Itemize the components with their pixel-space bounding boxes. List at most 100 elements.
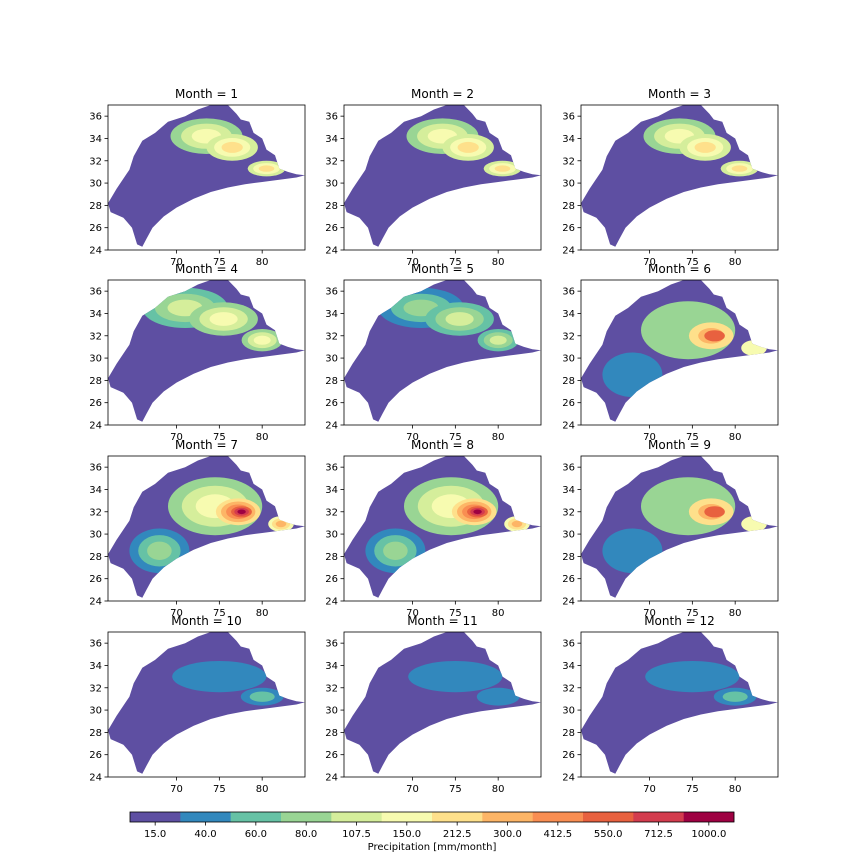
contour-level bbox=[645, 661, 740, 693]
y-tick-label: 26 bbox=[562, 750, 575, 761]
axes-frame bbox=[580, 279, 779, 426]
y-tick-label: 24 bbox=[562, 597, 575, 608]
x-tick-label: 80 bbox=[256, 784, 269, 795]
x-tick-label: 75 bbox=[213, 608, 226, 619]
contour-level bbox=[494, 165, 511, 172]
contour-level bbox=[209, 312, 238, 326]
axes-frame bbox=[107, 279, 306, 426]
y-tick-label: 28 bbox=[325, 728, 338, 739]
x-tick-label: 80 bbox=[492, 432, 505, 443]
map-panel: 70 75 80 24 26 28 30 32 34 36 Month = 12 bbox=[562, 614, 779, 795]
y-tick-label: 36 bbox=[325, 639, 338, 650]
y-tick-label: 36 bbox=[562, 639, 575, 650]
region-base-fill bbox=[344, 105, 541, 247]
y-tick-label: 32 bbox=[562, 156, 575, 167]
y-tick-label: 26 bbox=[325, 750, 338, 761]
x-tick-label: 80 bbox=[256, 608, 269, 619]
colorbar-swatch bbox=[583, 812, 634, 822]
colorbar-swatch bbox=[633, 812, 684, 822]
colorbar-tick-label: 300.0 bbox=[493, 829, 522, 840]
y-tick-label: 26 bbox=[325, 223, 338, 234]
contour-level bbox=[476, 687, 520, 706]
panel-title: Month = 12 bbox=[644, 614, 715, 628]
panel-title: Month = 5 bbox=[411, 262, 474, 276]
colorbar-tick-label: 212.5 bbox=[443, 829, 472, 840]
y-tick-label: 32 bbox=[562, 683, 575, 694]
map-panel: 70 75 80 24 26 28 30 32 34 36 Month = 11 bbox=[325, 614, 542, 795]
x-tick-label: 70 bbox=[643, 784, 656, 795]
y-tick-label: 24 bbox=[325, 246, 338, 257]
colorbar-tick-label: 412.5 bbox=[544, 829, 573, 840]
contour-level bbox=[602, 352, 663, 398]
precip-contours bbox=[406, 118, 522, 177]
contour-level bbox=[511, 520, 523, 528]
x-tick-label: 80 bbox=[729, 608, 742, 619]
y-tick-label: 36 bbox=[89, 112, 102, 123]
x-tick-label: 70 bbox=[170, 784, 183, 795]
axes-frame bbox=[343, 279, 542, 426]
x-tick-label: 70 bbox=[170, 432, 183, 443]
x-tick-label: 75 bbox=[686, 432, 699, 443]
y-tick-label: 32 bbox=[325, 507, 338, 518]
x-tick-label: 75 bbox=[686, 257, 699, 268]
contour-level bbox=[741, 516, 767, 532]
panel-title: Month = 7 bbox=[175, 438, 238, 452]
y-tick-label: 34 bbox=[325, 485, 338, 496]
y-tick-label: 24 bbox=[325, 597, 338, 608]
x-tick-label: 75 bbox=[213, 432, 226, 443]
colorbar-swatch bbox=[281, 812, 332, 822]
y-tick-label: 28 bbox=[89, 728, 102, 739]
contour-level bbox=[221, 141, 243, 153]
y-tick-label: 24 bbox=[89, 246, 102, 257]
precip-contours bbox=[172, 661, 284, 706]
y-tick-label: 26 bbox=[325, 398, 338, 409]
colorbar-label: Precipitation [mm/month] bbox=[368, 842, 497, 853]
y-tick-label: 24 bbox=[89, 597, 102, 608]
y-tick-label: 28 bbox=[325, 552, 338, 563]
y-tick-label: 32 bbox=[325, 331, 338, 342]
x-tick-label: 75 bbox=[449, 784, 462, 795]
y-tick-label: 30 bbox=[89, 530, 102, 541]
y-tick-label: 34 bbox=[562, 661, 575, 672]
y-tick-label: 32 bbox=[325, 156, 338, 167]
region-base-fill bbox=[581, 105, 778, 247]
precip-contours bbox=[142, 287, 283, 352]
contour-level bbox=[731, 165, 748, 172]
y-tick-label: 30 bbox=[562, 179, 575, 190]
y-tick-label: 26 bbox=[89, 574, 102, 585]
panel-title: Month = 6 bbox=[648, 262, 711, 276]
precip-contours bbox=[643, 118, 759, 177]
contour-level bbox=[445, 312, 474, 326]
y-tick-label: 26 bbox=[325, 574, 338, 585]
contour-level bbox=[704, 330, 725, 342]
y-tick-label: 30 bbox=[325, 179, 338, 190]
y-tick-label: 32 bbox=[562, 507, 575, 518]
precip-contours bbox=[602, 477, 767, 574]
panel-title: Month = 4 bbox=[175, 262, 238, 276]
y-tick-label: 36 bbox=[89, 639, 102, 650]
axes-frame bbox=[580, 455, 779, 602]
x-tick-label: 80 bbox=[729, 432, 742, 443]
y-tick-label: 24 bbox=[562, 246, 575, 257]
y-tick-label: 36 bbox=[562, 112, 575, 123]
y-tick-label: 36 bbox=[325, 287, 338, 298]
x-tick-label: 70 bbox=[643, 257, 656, 268]
y-tick-label: 24 bbox=[325, 773, 338, 784]
colorbar: 15.0 40.0 60.0 80.0 107.5 150.0 212.5 300.0 412.… bbox=[129, 811, 735, 853]
colorbar-frame bbox=[129, 811, 735, 823]
precip-contours bbox=[645, 661, 757, 706]
contour-level bbox=[147, 541, 172, 560]
colorbar-swatch bbox=[180, 812, 231, 822]
map-panel: 70 75 80 24 26 28 30 32 34 36 Month = 10 bbox=[89, 614, 306, 795]
y-tick-label: 32 bbox=[89, 683, 102, 694]
axes-frame bbox=[343, 455, 542, 602]
contour-level bbox=[249, 691, 275, 702]
x-tick-label: 70 bbox=[170, 608, 183, 619]
contour-level bbox=[237, 509, 246, 515]
x-tick-label: 75 bbox=[449, 257, 462, 268]
x-tick-label: 70 bbox=[406, 432, 419, 443]
map-panel: 70 75 80 24 26 28 30 32 34 36 Month = 7 bbox=[89, 438, 306, 619]
y-tick-label: 26 bbox=[89, 750, 102, 761]
axes-frame bbox=[107, 631, 306, 778]
y-tick-label: 30 bbox=[89, 706, 102, 717]
